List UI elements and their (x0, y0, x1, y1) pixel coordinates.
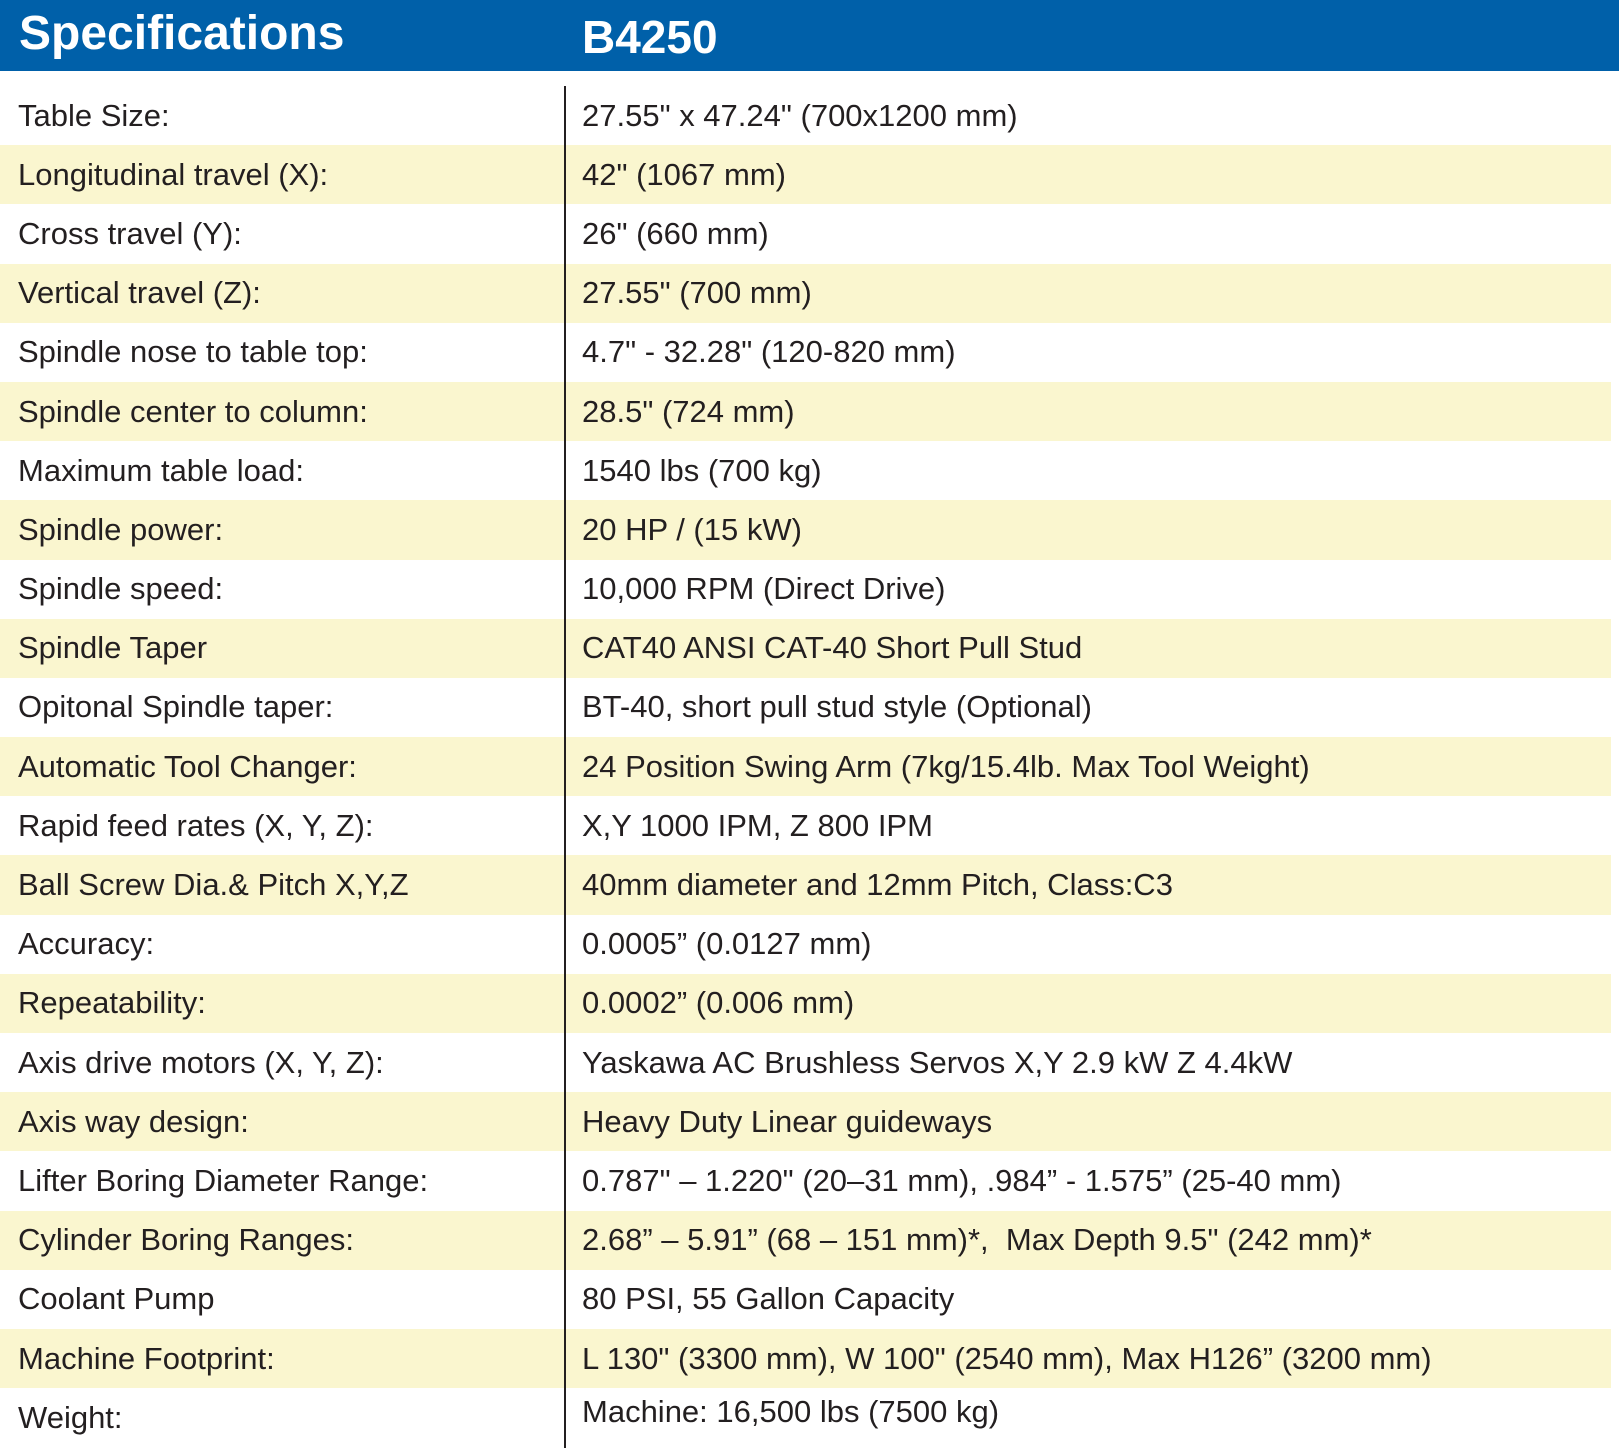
spec-label: Opitonal Spindle taper: (18, 689, 334, 725)
spec-label: Automatic Tool Changer: (18, 748, 357, 784)
spec-label: Axis way design: (18, 1103, 249, 1139)
spec-label: Cylinder Boring Ranges: (18, 1222, 355, 1258)
spec-label: Longitudinal travel (X): (18, 156, 329, 192)
spec-label: Machine Footprint: (18, 1340, 275, 1376)
spec-value: L 130" (3300 mm), W 100" (2540 mm), Max … (582, 1340, 1432, 1376)
spec-value: 0.787" – 1.220" (20–31 mm), .984” - 1.57… (582, 1162, 1342, 1198)
spec-row: Axis drive motors (X, Y, Z): Yaskawa AC B… (0, 1033, 1611, 1092)
spec-value: 1540 lbs (700 kg) (582, 452, 822, 488)
spec-label: Spindle power: (18, 511, 224, 547)
spec-header: Specifications B4250 (0, 0, 1619, 71)
spec-value: 80 PSI, 55 Gallon Capacity (582, 1281, 955, 1317)
spec-value: 0.0005” (0.0127 mm) (582, 926, 872, 962)
spec-label: Cross travel (Y): (18, 215, 242, 251)
header-model: B4250 (582, 11, 718, 63)
header-title: Specifications (19, 7, 345, 60)
spec-value: 42" (1067 mm) (582, 156, 786, 192)
spec-label: Axis drive motors (X, Y, Z): (18, 1044, 384, 1080)
spec-row: Repeatability: 0.0002” (0.006 mm) (0, 973, 1611, 1033)
spec-row: Lifter Boring Diameter Range: 0.787" – 1.… (0, 1151, 1611, 1210)
spec-row: Weight: Machine: 16,500 lbs (7500 kg) (0, 1388, 1611, 1447)
spec-value: CAT40 ANSI CAT-40 Short Pull Stud (582, 630, 1083, 666)
spec-value: 26" (660 mm) (582, 215, 769, 251)
spec-value: Machine: 16,500 lbs (7500 kg) (582, 1393, 1000, 1429)
spec-label: Weight: (18, 1399, 123, 1435)
spec-value: 0.0002” (0.006 mm) (582, 985, 855, 1021)
spec-row: Machine Footprint: L 130" (3300 mm), W 10… (0, 1328, 1611, 1389)
spec-row: Cross travel (Y): 26" (660 mm) (0, 204, 1611, 263)
spec-row: Spindle nose to table top: 4.7" - 32.28" … (0, 323, 1611, 382)
spec-row: Maximum table load: 1540 lbs (700 kg) (0, 441, 1611, 500)
spec-value: BT-40, short pull stud style (Optional) (582, 689, 1093, 725)
spec-value: Heavy Duty Linear guideways (582, 1103, 993, 1139)
spec-label: Ball Screw Dia.& Pitch X,Y,Z (18, 867, 409, 903)
spec-label: Repeatability: (18, 985, 206, 1021)
spec-label: Spindle center to column: (18, 393, 368, 429)
spec-label: Table Size: (18, 97, 170, 133)
spec-value: 4.7" - 32.28" (120-820 mm) (582, 334, 956, 370)
spec-label: Coolant Pump (18, 1281, 215, 1317)
spec-row: Spindle power: 20 HP / (15 kW) (0, 500, 1611, 560)
spec-row: Ball Screw Dia.& Pitch X,Y,Z 40mm diamete… (0, 855, 1611, 915)
spec-value: 27.55" (700 mm) (582, 275, 812, 311)
spec-row: Table Size: 27.55" x 47.24" (700x1200 mm) (0, 86, 1611, 145)
spec-value: 2.68” – 5.91” (68 – 151 mm)*, Max Depth … (582, 1222, 1372, 1258)
spec-label: Spindle speed: (18, 571, 224, 607)
spec-value: X,Y 1000 IPM, Z 800 IPM (582, 807, 933, 843)
spec-value: 10,000 RPM (Direct Drive) (582, 571, 946, 607)
spec-row: Spindle Taper CAT40 ANSI CAT-40 Short Pul… (0, 618, 1611, 678)
spec-label: Rapid feed rates (X, Y, Z): (18, 807, 374, 843)
spec-value: 24 Position Swing Arm (7kg/15.4lb. Max T… (582, 748, 1310, 784)
column-divider (564, 86, 566, 1448)
spec-row: Spindle speed: 10,000 RPM (Direct Drive) (0, 560, 1611, 619)
spec-row: Opitonal Spindle taper: BT-40, short pull… (0, 678, 1611, 737)
spec-row: Vertical travel (Z): 27.55" (700 mm) (0, 263, 1611, 323)
spec-label: Maximum table load: (18, 452, 305, 488)
spec-row: Axis way design: Heavy Duty Linear guidew… (0, 1092, 1611, 1152)
spec-label: Vertical travel (Z): (18, 275, 261, 311)
spec-value: 28.5" (724 mm) (582, 393, 795, 429)
spec-label: Spindle nose to table top: (18, 334, 368, 370)
spec-label: Lifter Boring Diameter Range: (18, 1162, 429, 1198)
spec-value: 40mm diameter and 12mm Pitch, Class:C3 (582, 867, 1173, 903)
spec-table: Table Size: 27.55" x 47.24" (700x1200 mm)… (0, 86, 1611, 1447)
spec-label: Accuracy: (18, 926, 155, 962)
spec-row: Coolant Pump 80 PSI, 55 Gallon Capacity (0, 1270, 1611, 1329)
spec-label: Spindle Taper (18, 630, 208, 666)
spec-value: Yaskawa AC Brushless Servos X,Y 2.9 kW Z… (582, 1044, 1293, 1080)
spec-value: 27.55" x 47.24" (700x1200 mm) (582, 97, 1018, 133)
spec-row: Automatic Tool Changer: 24 Position Swing… (0, 737, 1611, 797)
spec-row: Cylinder Boring Ranges: 2.68” – 5.91” (68… (0, 1210, 1611, 1270)
spec-row: Longitudinal travel (X): 42" (1067 mm) (0, 145, 1611, 205)
spec-row: Accuracy: 0.0005” (0.0127 mm) (0, 915, 1611, 974)
spec-row: Spindle center to column: 28.5" (724 mm) (0, 381, 1611, 442)
spec-value: 20 HP / (15 kW) (582, 511, 802, 547)
spec-row: Rapid feed rates (X, Y, Z): X,Y 1000 IPM,… (0, 796, 1611, 855)
